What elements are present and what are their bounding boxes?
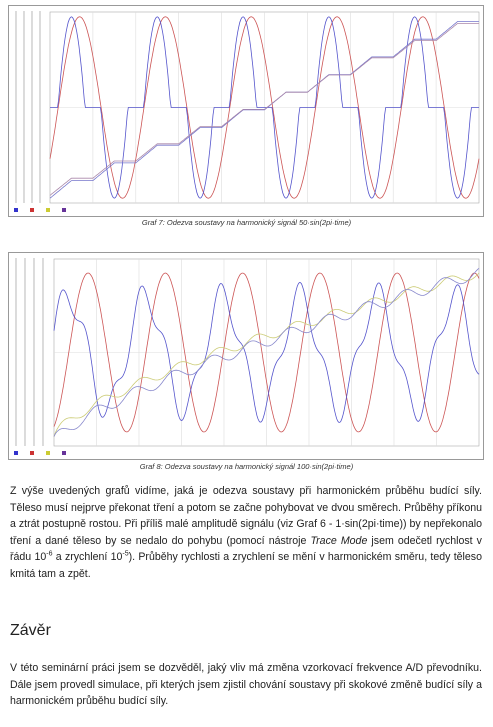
plot-curve [53,267,480,437]
plot-curve [49,16,480,199]
text: a zrychlení 10 [52,551,123,564]
text: Z výše uvedených grafů vidíme, jaká je o… [10,485,482,547]
legend-swatch [46,208,50,212]
text: -6 [46,550,53,558]
legend-swatch [14,208,18,212]
plot-curve [49,21,479,199]
heading: Závěr [10,622,51,639]
paragraph: Z výše uvedených grafů vidíme, jaká je o… [10,483,482,583]
legend-swatch [62,451,66,455]
text: jsem odečetl rychlost v řádu 10 [10,534,482,564]
legend-swatch [30,208,34,212]
plot-curve [49,23,479,196]
plot-curve [53,282,480,423]
legend-swatch [46,451,50,455]
plot-curve [53,272,480,437]
figure-plot [8,252,484,460]
legend-swatch [62,208,66,212]
figure-caption: Graf 8: Odezva soustavy na harmonický si… [139,462,354,471]
plot-curve [53,272,480,433]
figure-caption: Graf 7: Odezva soustavy na harmonický si… [141,218,352,227]
text: -5 [122,550,129,558]
legend-swatch [14,451,18,455]
plot-curve [50,16,479,199]
figure-plot [8,5,484,217]
text: Trace Mode [310,534,368,547]
legend-swatch [30,451,34,455]
text: ). Průběhy rychlosti a zrychlení se mění… [10,551,482,580]
plot-frame [8,5,484,217]
paragraph: V této seminární práci jsem se dozvěděl,… [10,662,482,708]
